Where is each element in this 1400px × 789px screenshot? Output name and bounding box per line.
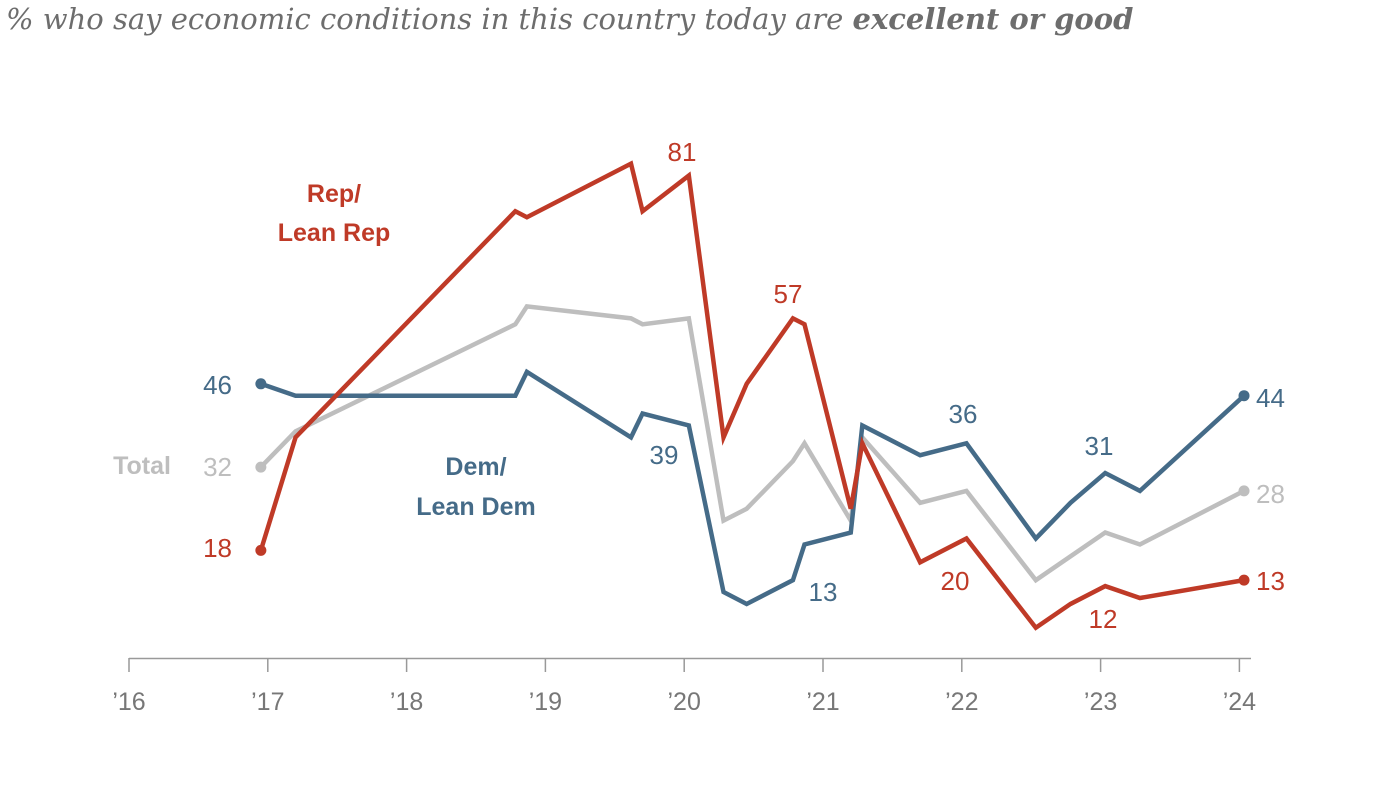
- x-tick-label: ’23: [1084, 688, 1117, 716]
- series-label-dem-line2: Lean Dem: [416, 493, 535, 521]
- data-label-rep-start: 18: [203, 533, 232, 563]
- data-point-rep-start: [255, 544, 267, 556]
- data-label-dem-start: 46: [203, 370, 232, 400]
- series-label-dem-line1: Dem/: [445, 453, 506, 481]
- series-label-rep-line1: Rep/: [307, 180, 361, 208]
- data-label-total-end: 28: [1256, 479, 1285, 509]
- data-label-total-start: 32: [203, 452, 232, 482]
- series-line-rep: [258, 160, 1245, 631]
- series-lines: [255, 160, 1250, 631]
- data-label-rep-12: 12: [1089, 604, 1118, 634]
- x-tick-label: ’18: [390, 688, 423, 716]
- data-point-total-start: [255, 461, 267, 473]
- x-tick-label: ’17: [251, 688, 284, 716]
- title-emphasis: excellent or good: [852, 2, 1134, 36]
- data-label-dem-end: 44: [1256, 383, 1285, 413]
- x-axis: ’16 ’17 ’18 ’19 ’20 ’21 ’22 ’23 ’24: [112, 657, 1256, 716]
- x-tick-label: ’20: [668, 688, 701, 716]
- title-text: % who say economic conditions in this co…: [6, 2, 853, 36]
- series-label-rep-line2: Lean Rep: [278, 219, 391, 247]
- data-point-dem-start: [255, 378, 267, 390]
- data-label-dem-13: 13: [809, 577, 838, 607]
- data-label-rep-end: 13: [1256, 566, 1285, 596]
- x-tick-label: ’24: [1223, 688, 1256, 716]
- data-point-dem-end: [1238, 390, 1250, 402]
- series-line-total: [259, 304, 1246, 584]
- chart-title: % who say economic conditions in this co…: [6, 2, 1133, 36]
- data-label-dem-39: 39: [650, 440, 679, 470]
- x-tick-label: ’19: [529, 688, 562, 716]
- data-point-rep-end: [1238, 574, 1250, 586]
- data-point-total-end: [1238, 485, 1250, 497]
- x-tick-label: ’21: [806, 688, 839, 716]
- series-line-dem: [260, 368, 1246, 607]
- data-label-dem-36: 36: [949, 399, 978, 429]
- x-tick-label: ’16: [112, 688, 145, 716]
- series-label-total: Total: [113, 452, 171, 480]
- data-label-rep-57: 57: [774, 279, 803, 309]
- data-label-rep-20: 20: [941, 566, 970, 596]
- data-label-dem-31: 31: [1085, 431, 1114, 461]
- x-tick-label: ’22: [945, 688, 978, 716]
- data-label-rep-81: 81: [668, 137, 697, 167]
